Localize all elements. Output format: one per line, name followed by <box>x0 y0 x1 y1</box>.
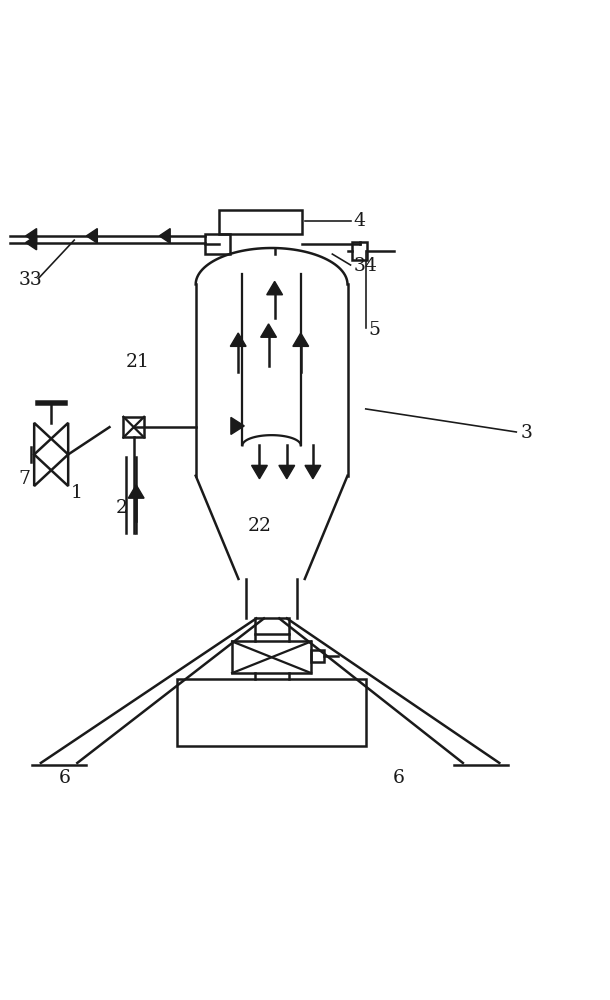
Text: 1: 1 <box>71 484 83 502</box>
Text: 21: 21 <box>126 353 149 371</box>
Polygon shape <box>267 281 282 295</box>
Polygon shape <box>128 485 144 498</box>
Text: 4: 4 <box>354 212 365 230</box>
Bar <box>254 618 289 634</box>
Text: 33: 33 <box>18 271 42 289</box>
Text: 34: 34 <box>354 257 378 275</box>
Bar <box>311 650 325 662</box>
Bar <box>232 641 311 673</box>
Polygon shape <box>159 229 170 243</box>
Polygon shape <box>231 333 246 346</box>
Polygon shape <box>279 465 295 479</box>
Bar <box>219 210 302 234</box>
Bar <box>353 242 367 260</box>
Polygon shape <box>26 235 37 250</box>
Bar <box>123 417 144 437</box>
Text: 6: 6 <box>393 769 405 787</box>
Polygon shape <box>87 229 98 243</box>
Text: 6: 6 <box>59 769 71 787</box>
Polygon shape <box>305 465 321 479</box>
Text: 2: 2 <box>115 499 127 517</box>
Polygon shape <box>26 229 37 243</box>
Bar <box>178 679 366 746</box>
Text: 3: 3 <box>520 424 533 442</box>
Polygon shape <box>251 465 267 479</box>
Bar <box>205 234 231 254</box>
Polygon shape <box>231 417 244 434</box>
Polygon shape <box>293 333 309 346</box>
Text: 22: 22 <box>247 517 271 535</box>
Text: 7: 7 <box>18 470 31 488</box>
Polygon shape <box>260 324 276 337</box>
Text: 5: 5 <box>369 321 381 339</box>
